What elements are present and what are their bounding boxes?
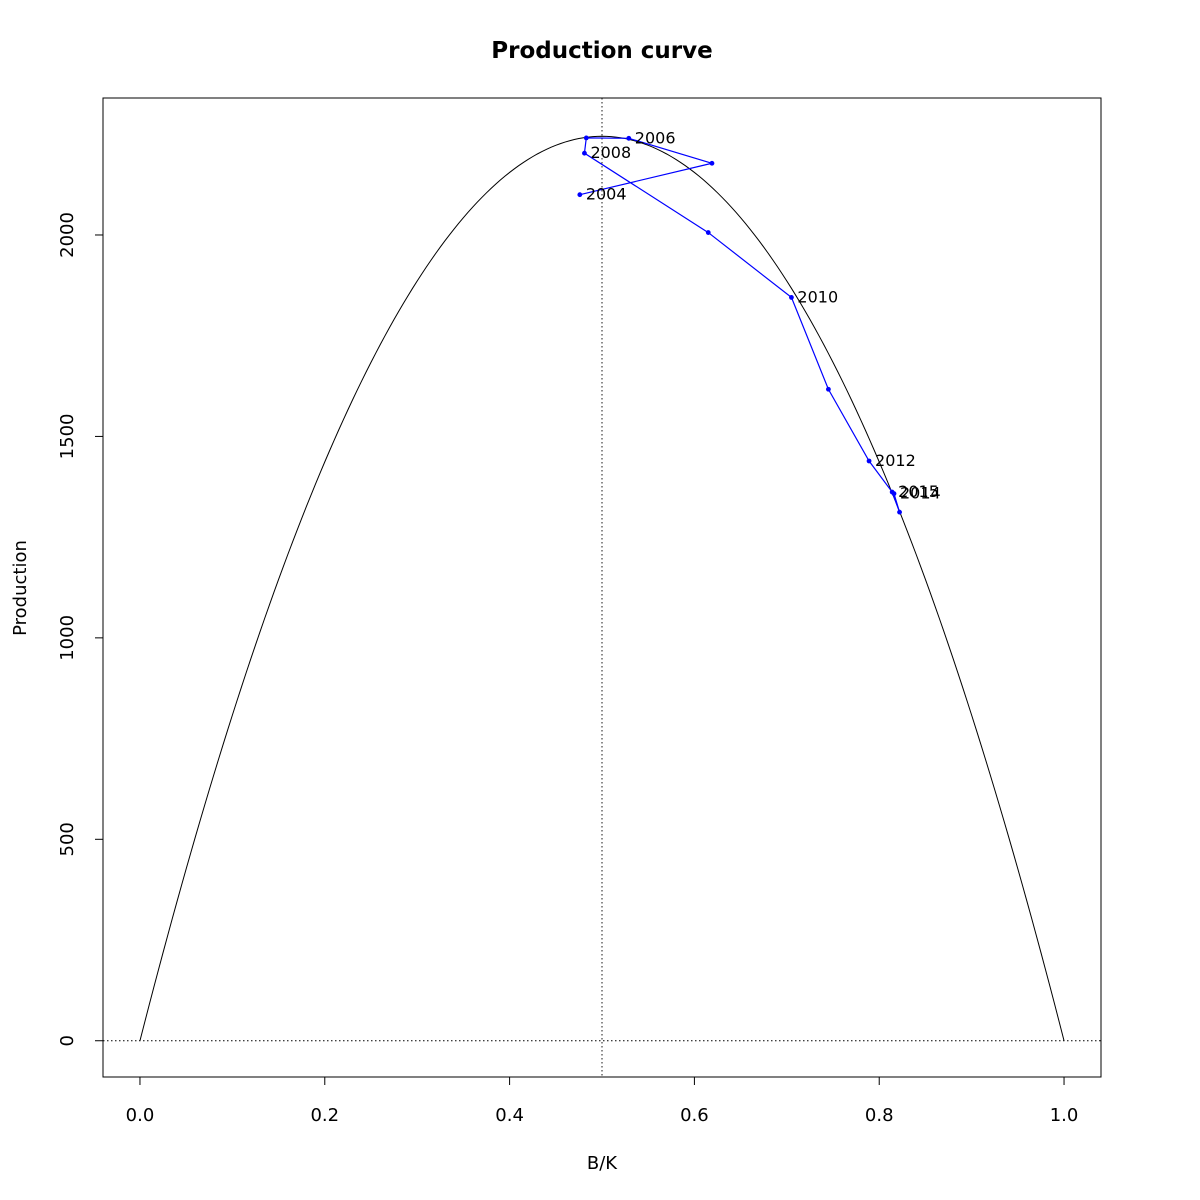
point-year-label: 2012 bbox=[875, 451, 916, 470]
point-year-label: 2006 bbox=[635, 128, 676, 147]
data-point bbox=[866, 458, 872, 464]
y-axis-label: Production bbox=[10, 540, 31, 636]
y-tick-label: 1000 bbox=[57, 615, 78, 661]
data-point bbox=[709, 160, 715, 166]
point-year-label: 2004 bbox=[586, 185, 627, 204]
x-axis-label: B/K bbox=[587, 1153, 618, 1174]
data-point bbox=[897, 509, 902, 515]
point-year-label: 2010 bbox=[797, 287, 838, 306]
point-year-label: 2015 bbox=[898, 482, 939, 501]
y-tick-label: 0 bbox=[57, 1035, 78, 1046]
trajectory-line bbox=[579, 137, 901, 513]
data-point bbox=[582, 150, 587, 156]
data-point bbox=[626, 135, 632, 141]
plot-area: 0.0 0.2 0.4 0.6 0.8 1.0 0 500 1000 1500 2000 2004 20… bbox=[57, 97, 1102, 1126]
y-tick-label: 1500 bbox=[57, 414, 78, 460]
x-tick-label: 0.2 bbox=[310, 1105, 339, 1126]
data-point bbox=[891, 491, 897, 497]
data-point bbox=[583, 135, 589, 141]
y-tick-label: 2000 bbox=[57, 212, 78, 258]
x-tick-label: 0.6 bbox=[680, 1105, 709, 1126]
production-curve-line bbox=[139, 135, 1065, 1041]
data-point bbox=[825, 386, 831, 392]
x-tick-label: 0.8 bbox=[865, 1105, 894, 1126]
data-point bbox=[705, 230, 711, 235]
data-point bbox=[789, 295, 794, 300]
x-tick-label: 0.0 bbox=[126, 1105, 155, 1126]
x-tick-label: 0.4 bbox=[495, 1105, 524, 1126]
y-tick-label: 500 bbox=[57, 822, 78, 856]
data-point bbox=[577, 192, 583, 198]
point-year-label: 2014 bbox=[900, 484, 941, 503]
x-tick-label: 1.0 bbox=[1050, 1105, 1079, 1126]
chart-title: Production curve bbox=[491, 38, 712, 64]
point-year-label: 2008 bbox=[590, 143, 631, 162]
